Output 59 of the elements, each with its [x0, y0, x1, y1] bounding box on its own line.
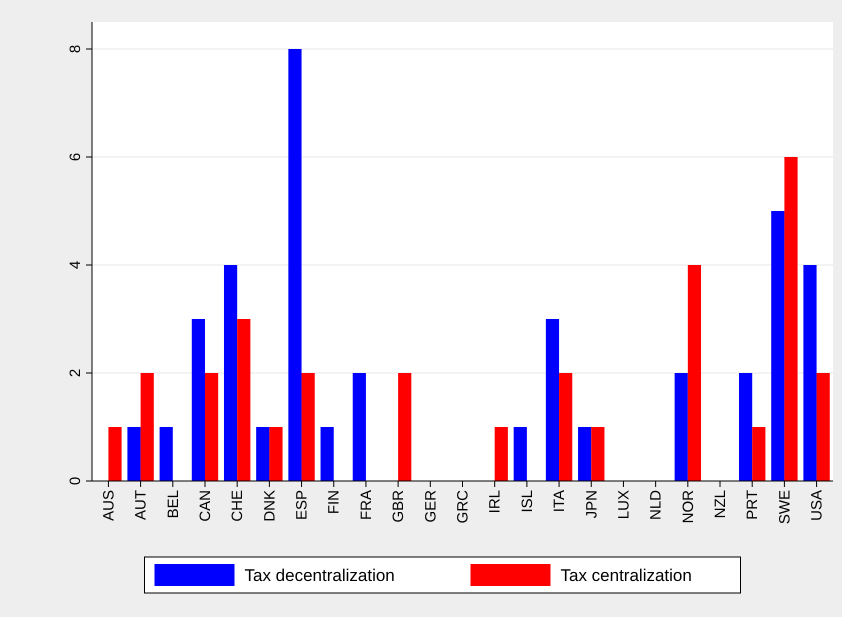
bar	[108, 427, 122, 481]
bar	[269, 427, 283, 481]
x-tick-label: CHE	[229, 490, 246, 522]
x-tick-label: AUT	[132, 490, 150, 520]
x-tick-label: JPN	[583, 490, 600, 518]
bar	[140, 373, 154, 481]
x-tick-label: NZL	[712, 490, 730, 518]
y-tick-label: 2	[67, 368, 84, 378]
bar	[127, 427, 141, 481]
x-tick-label: IRL	[486, 490, 504, 514]
bar	[398, 373, 412, 481]
bar	[771, 211, 784, 481]
x-tick-label: NOR	[680, 490, 697, 524]
bar	[256, 427, 270, 481]
legend-label: Tax centralization	[560, 566, 692, 585]
bar	[192, 319, 205, 481]
x-tick-label: USA	[808, 490, 826, 521]
x-tick-label: ISL	[518, 490, 536, 513]
y-tick-label: 4	[67, 260, 84, 270]
bar	[739, 373, 752, 481]
bar	[224, 265, 238, 481]
bar	[803, 265, 817, 481]
x-tick-label: GER	[422, 490, 440, 523]
bar	[752, 427, 766, 481]
x-tick-label: GRC	[454, 490, 472, 524]
x-tick-label: FIN	[326, 490, 343, 514]
bar	[546, 319, 560, 481]
x-tick-label: ITA	[551, 490, 568, 512]
x-tick-label: BEL	[164, 490, 182, 518]
y-tick-label: 6	[67, 152, 84, 162]
x-tick-label: DNK	[261, 490, 278, 522]
x-tick-label: PRT	[744, 490, 762, 520]
bar	[288, 49, 302, 481]
bar	[688, 265, 702, 481]
x-tick-label: ESP	[294, 490, 311, 520]
bar	[514, 427, 527, 481]
legend-label: Tax decentralization	[244, 566, 395, 585]
x-tick-label: AUS	[100, 490, 118, 521]
bar	[237, 319, 250, 481]
bar	[591, 427, 604, 481]
x-tick-label: SWE	[776, 490, 794, 524]
bar	[494, 427, 508, 481]
x-tick-label: NLD	[648, 490, 665, 520]
x-tick-label: GBR	[390, 490, 408, 523]
x-tick-label: CAN	[196, 490, 214, 522]
bar	[320, 427, 334, 481]
bar	[160, 427, 173, 481]
x-tick-label: FRA	[358, 490, 375, 520]
bar	[674, 373, 688, 481]
bar	[816, 373, 830, 481]
bar	[784, 157, 798, 481]
bar	[302, 373, 315, 481]
x-tick-label: LUX	[615, 490, 632, 520]
bar	[204, 373, 218, 481]
bar	[578, 427, 592, 481]
bar	[352, 373, 366, 481]
y-tick-label: 8	[67, 44, 84, 54]
y-tick-label: 0	[67, 476, 84, 486]
bar	[559, 373, 572, 481]
